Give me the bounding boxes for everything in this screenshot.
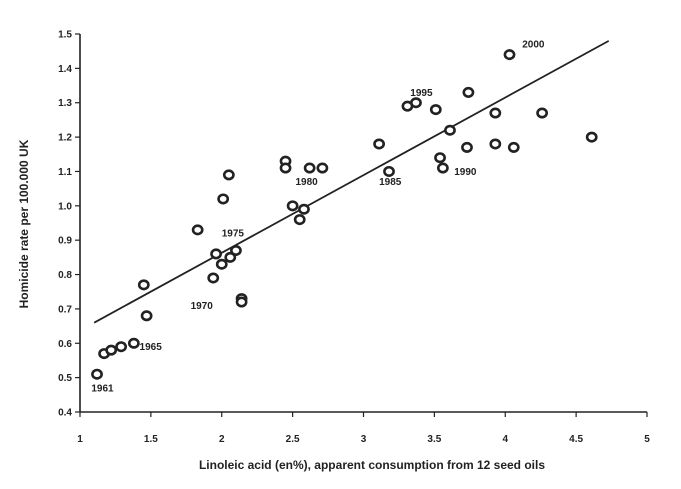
year-annotation: 1995 bbox=[410, 88, 433, 99]
data-point bbox=[293, 214, 306, 226]
x-tick-label: 2 bbox=[219, 434, 225, 445]
data-point bbox=[298, 203, 310, 215]
y-tick-label: 1.0 bbox=[58, 201, 72, 212]
x-tick-label: 3.5 bbox=[427, 434, 441, 445]
data-point bbox=[489, 138, 502, 150]
y-tick-label: 0.7 bbox=[58, 304, 72, 315]
data-point bbox=[536, 107, 549, 119]
x-tick-label: 1.5 bbox=[144, 434, 158, 445]
data-point bbox=[410, 97, 422, 109]
y-axis-label: Homicide rate per 100.000 UK bbox=[17, 139, 31, 308]
year-annotation: 1961 bbox=[91, 383, 114, 394]
data-point bbox=[140, 310, 153, 322]
data-point bbox=[230, 244, 242, 256]
y-tick-label: 0.5 bbox=[58, 373, 72, 384]
data-points bbox=[91, 49, 598, 380]
y-tick-label: 0.8 bbox=[58, 270, 72, 281]
data-point bbox=[115, 341, 128, 353]
x-tick-label: 3 bbox=[361, 434, 367, 445]
data-point bbox=[585, 131, 598, 143]
data-point bbox=[429, 104, 442, 116]
year-annotation: 1970 bbox=[191, 301, 214, 312]
year-annotation: 1965 bbox=[140, 342, 163, 353]
data-point bbox=[507, 141, 520, 153]
year-annotation: 1975 bbox=[222, 229, 245, 240]
x-tick-label: 4 bbox=[502, 434, 508, 445]
data-point bbox=[215, 258, 228, 270]
data-point bbox=[303, 162, 316, 174]
y-axis-ticks: 0.4 0.5 0.6 0.7 0.8 0.9 1.0 1.1 1.2 1.3 1.4 1.5 bbox=[58, 30, 80, 419]
data-point bbox=[316, 162, 329, 174]
year-annotation: 1990 bbox=[454, 167, 477, 178]
y-tick-label: 0.4 bbox=[58, 408, 72, 419]
data-point bbox=[91, 368, 103, 380]
data-point bbox=[279, 162, 292, 174]
year-annotation: 1980 bbox=[295, 177, 318, 188]
y-tick-label: 1.2 bbox=[58, 133, 72, 144]
data-point bbox=[383, 165, 395, 177]
data-point bbox=[217, 193, 230, 205]
x-tick-label: 2.5 bbox=[286, 434, 300, 445]
y-tick-label: 0.9 bbox=[58, 236, 72, 247]
y-tick-label: 1.3 bbox=[58, 98, 72, 109]
data-point bbox=[461, 141, 473, 153]
data-point bbox=[137, 279, 150, 291]
data-point bbox=[436, 162, 449, 174]
data-point bbox=[222, 169, 235, 181]
data-point bbox=[127, 337, 140, 349]
data-point bbox=[434, 152, 446, 164]
data-point bbox=[191, 224, 204, 236]
data-point bbox=[210, 248, 222, 260]
y-tick-label: 0.6 bbox=[58, 339, 72, 350]
trend-line bbox=[93, 40, 610, 324]
x-tick-label: 5 bbox=[644, 434, 650, 445]
year-annotation: 2000 bbox=[522, 40, 545, 51]
year-annotation: 1985 bbox=[379, 177, 402, 188]
data-point bbox=[235, 296, 248, 308]
data-point bbox=[489, 107, 502, 119]
data-point bbox=[105, 344, 118, 356]
y-tick-label: 1.5 bbox=[58, 30, 72, 41]
y-tick-label: 1.1 bbox=[58, 167, 72, 178]
data-point bbox=[286, 200, 299, 212]
data-point bbox=[462, 86, 475, 98]
data-point bbox=[444, 124, 456, 136]
data-point bbox=[503, 49, 516, 61]
x-axis-ticks: 1 1.5 2 2.5 3 3.5 4 4.5 5 bbox=[77, 412, 650, 445]
x-tick-label: 4.5 bbox=[569, 434, 583, 445]
y-tick-label: 1.4 bbox=[58, 64, 72, 75]
year-annotations: 1961 1965 1970 1975 1980 1985 1990 1995 2000 bbox=[91, 40, 545, 395]
x-axis-label: Linoleic acid (en%), apparent consumptio… bbox=[199, 458, 545, 472]
data-point bbox=[207, 272, 220, 284]
data-point bbox=[373, 138, 385, 150]
x-tick-label: 1 bbox=[77, 434, 83, 445]
data-point bbox=[224, 251, 237, 263]
